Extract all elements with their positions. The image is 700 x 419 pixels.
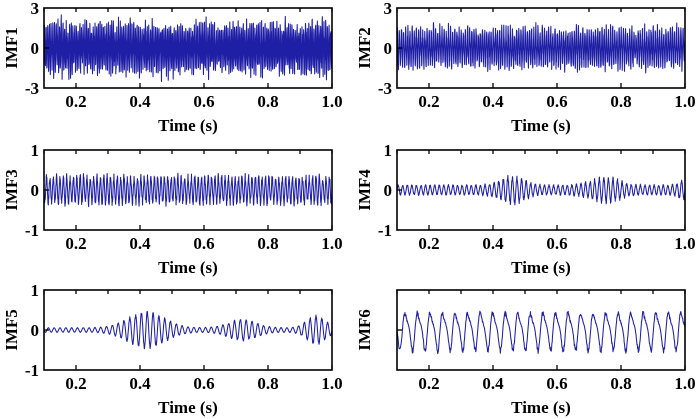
x-axis-title: Time (s)	[511, 116, 571, 135]
y-tick-label: 3	[31, 0, 40, 18]
x-axis-title: Time (s)	[511, 398, 571, 417]
y-tick-label: -3	[25, 79, 39, 98]
x-tick-label: 0.8	[257, 374, 278, 393]
panel-imf4: 0.2 0.4 0.6 0.8 1.0 -1 0 1 Time (s) IMF4	[355, 141, 696, 277]
x-tick-label: 0.6	[546, 234, 567, 253]
y-axis-title: IMF4	[355, 169, 374, 211]
x-tick-label: 0.6	[193, 92, 214, 111]
panel-imf6: 0.2 0.4 0.6 0.8 1.0 Time (s) IMF6	[355, 289, 696, 417]
series-line-imf1	[43, 14, 333, 82]
panel-imf2: 0.2 0.4 0.6 0.8 1.0 -3 0 3 Time (s) IMF2	[355, 0, 696, 135]
series-line-imf6	[396, 310, 686, 355]
x-tick-label: 0.8	[610, 92, 631, 111]
series-line-imf2	[396, 22, 686, 74]
x-tick-label: 1.0	[321, 92, 342, 111]
x-tick-label: 0.2	[418, 374, 439, 393]
x-axis-title: Time (s)	[158, 116, 218, 135]
x-axis-title: Time (s)	[511, 258, 571, 277]
x-tick-label: 1.0	[674, 234, 695, 253]
y-axis-title: IMF1	[2, 27, 21, 69]
y-tick-label: 0	[384, 181, 393, 200]
x-tick-label: 0.2	[65, 92, 86, 111]
y-axis-title: IMF6	[355, 309, 374, 351]
panel-imf1: 0.2 0.4 0.6 0.8 1.0 -3 0 3 Time (s) IMF1	[2, 0, 343, 135]
x-tick-label: 1.0	[674, 92, 695, 111]
y-tick-label: -1	[25, 221, 39, 240]
y-tick-label: 0	[31, 181, 40, 200]
y-tick-label: 1	[31, 141, 40, 160]
series-line-imf5	[43, 310, 333, 350]
x-axis-title: Time (s)	[158, 398, 218, 417]
series-line-imf3	[43, 172, 333, 208]
y-tick-label: 1	[31, 281, 40, 300]
y-tick-label: 3	[384, 0, 393, 18]
x-tick-label: 0.2	[65, 234, 86, 253]
x-tick-label: 0.8	[610, 374, 631, 393]
x-tick-label: 0.8	[610, 234, 631, 253]
x-tick-label: 0.6	[546, 374, 567, 393]
panel-imf3: 0.2 0.4 0.6 0.8 1.0 -1 0 1 Time (s) IMF3	[2, 141, 343, 277]
y-tick-label: 1	[384, 141, 393, 160]
x-tick-label: 0.4	[129, 374, 151, 393]
x-tick-label: 0.4	[129, 234, 151, 253]
y-tick-label: -1	[25, 361, 39, 380]
x-tick-label: 0.2	[418, 92, 439, 111]
x-tick-label: 0.2	[418, 234, 439, 253]
x-tick-label: 0.4	[482, 374, 504, 393]
plot-frame	[43, 149, 333, 231]
x-tick-label: 0.6	[193, 234, 214, 253]
y-axis-title: IMF5	[2, 309, 21, 351]
x-tick-label: 1.0	[321, 374, 342, 393]
x-tick-label: 0.6	[193, 374, 214, 393]
y-axis-title: IMF3	[2, 169, 21, 211]
x-tick-label: 0.4	[482, 234, 504, 253]
y-tick-label: -1	[378, 221, 392, 240]
series-line-imf4	[396, 174, 686, 206]
x-tick-label: 0.8	[257, 92, 278, 111]
x-tick-label: 0.8	[257, 234, 278, 253]
y-tick-label: 0	[31, 39, 40, 58]
y-tick-label: -3	[378, 79, 392, 98]
x-tick-label: 0.4	[129, 92, 151, 111]
panel-imf5: 0.2 0.4 0.6 0.8 1.0 -1 0 1 Time (s) IMF5	[2, 281, 343, 417]
y-tick-label: 0	[384, 39, 393, 58]
y-axis-title: IMF2	[355, 27, 374, 69]
x-tick-label: 0.2	[65, 374, 86, 393]
x-tick-label: 0.6	[546, 92, 567, 111]
x-axis-title: Time (s)	[158, 258, 218, 277]
x-tick-label: 1.0	[674, 374, 695, 393]
x-tick-label: 1.0	[321, 234, 342, 253]
y-tick-label: 0	[31, 321, 40, 340]
x-tick-label: 0.4	[482, 92, 504, 111]
